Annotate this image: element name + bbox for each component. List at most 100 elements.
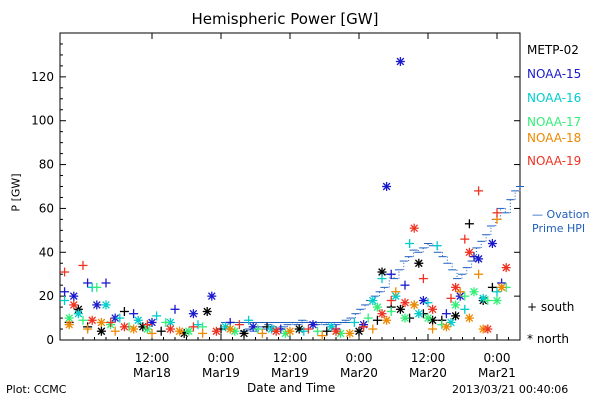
x-tick-date: Mar19 xyxy=(202,366,240,380)
south-point xyxy=(474,269,484,279)
north-point xyxy=(474,254,484,264)
north-point xyxy=(382,182,392,191)
x-tick-date: Mar20 xyxy=(340,366,378,380)
south-point xyxy=(142,320,152,330)
north-point xyxy=(464,313,474,323)
south-point xyxy=(253,324,263,334)
south-point xyxy=(460,234,470,244)
legend-noaa-17: NOAA-17 xyxy=(527,115,582,129)
south-point xyxy=(460,291,470,301)
legend-noaa-19: NOAA-19 xyxy=(527,154,582,168)
north-point xyxy=(487,239,497,249)
south-point xyxy=(313,326,323,336)
south-point xyxy=(446,293,456,303)
north-point xyxy=(400,298,410,308)
south-point xyxy=(460,304,470,314)
x-tick-date: Mar21 xyxy=(478,366,516,380)
south-point xyxy=(129,309,139,319)
south-point xyxy=(492,287,502,297)
north-point xyxy=(87,315,97,325)
south-point xyxy=(110,326,120,336)
north-point xyxy=(409,300,419,310)
north-point xyxy=(294,324,304,334)
south-point xyxy=(161,317,171,327)
north-point xyxy=(414,309,424,319)
north-point xyxy=(133,315,143,325)
south-point xyxy=(83,278,93,288)
south-point xyxy=(78,315,88,325)
south-point xyxy=(474,186,484,196)
south-point xyxy=(152,311,162,321)
north-label: north xyxy=(536,332,570,346)
north-point xyxy=(451,311,461,321)
south-point xyxy=(377,274,387,284)
y-tick-label: 100 xyxy=(31,114,54,128)
south-point xyxy=(464,219,474,229)
south-point xyxy=(349,317,359,327)
south-point xyxy=(106,317,116,327)
north-point xyxy=(147,317,157,327)
north-point xyxy=(395,304,405,314)
south-point xyxy=(78,260,88,270)
north-point xyxy=(441,322,451,332)
north-point xyxy=(248,322,258,332)
north-point xyxy=(239,328,249,338)
south-point xyxy=(372,315,382,325)
x-tick-time: 0:00 xyxy=(484,351,511,365)
north-point xyxy=(64,320,74,330)
north-point xyxy=(96,326,106,336)
x-tick-date: Mar20 xyxy=(409,366,447,380)
north-point xyxy=(285,326,295,336)
south-point xyxy=(193,320,203,330)
legend-noaa-16: NOAA-16 xyxy=(527,91,582,105)
north-point xyxy=(73,309,83,319)
south-point xyxy=(317,331,327,341)
south-point xyxy=(487,282,497,292)
y-tick-label: 0 xyxy=(46,333,54,347)
south-point xyxy=(244,315,254,325)
north-point xyxy=(175,326,185,336)
north-point xyxy=(110,313,120,323)
north-point xyxy=(101,300,111,310)
north-point xyxy=(395,57,405,67)
north-point xyxy=(418,296,428,306)
x-tick-date: Mar18 xyxy=(133,366,171,380)
north-point xyxy=(382,315,392,325)
north-point xyxy=(497,282,507,292)
north-point xyxy=(69,291,79,301)
y-tick-label: 20 xyxy=(39,289,54,303)
south-point xyxy=(198,328,208,338)
south-point xyxy=(492,208,502,218)
south-point xyxy=(101,278,111,288)
chart-title: Hemispheric Power [GW] xyxy=(191,10,379,28)
north-symbol: * xyxy=(527,332,533,346)
north-point xyxy=(478,293,488,303)
south-point xyxy=(257,328,267,338)
north-point xyxy=(271,326,281,336)
north-point xyxy=(428,304,438,314)
ovation-legend: — Ovation Prime HPI xyxy=(532,208,590,235)
north-point xyxy=(483,324,493,334)
x-tick-time: 0:00 xyxy=(208,351,235,365)
north-point xyxy=(354,326,364,336)
south-point xyxy=(455,287,465,297)
south-marker-legend: + south xyxy=(527,300,574,314)
north-point xyxy=(69,300,79,310)
north-point xyxy=(409,223,419,233)
south-point xyxy=(432,241,442,251)
north-point xyxy=(423,313,433,323)
y-axis-label: P [GW] xyxy=(9,173,23,212)
north-point xyxy=(345,328,355,338)
south-point xyxy=(359,322,369,332)
south-point xyxy=(363,313,373,323)
south-point xyxy=(368,324,378,334)
north-point xyxy=(451,300,461,310)
north-point xyxy=(308,320,318,330)
north-point xyxy=(119,322,129,332)
north-point xyxy=(207,291,217,301)
y-tick-label: 60 xyxy=(39,201,54,215)
north-marker-legend: * north xyxy=(527,332,569,346)
north-point xyxy=(225,324,235,334)
